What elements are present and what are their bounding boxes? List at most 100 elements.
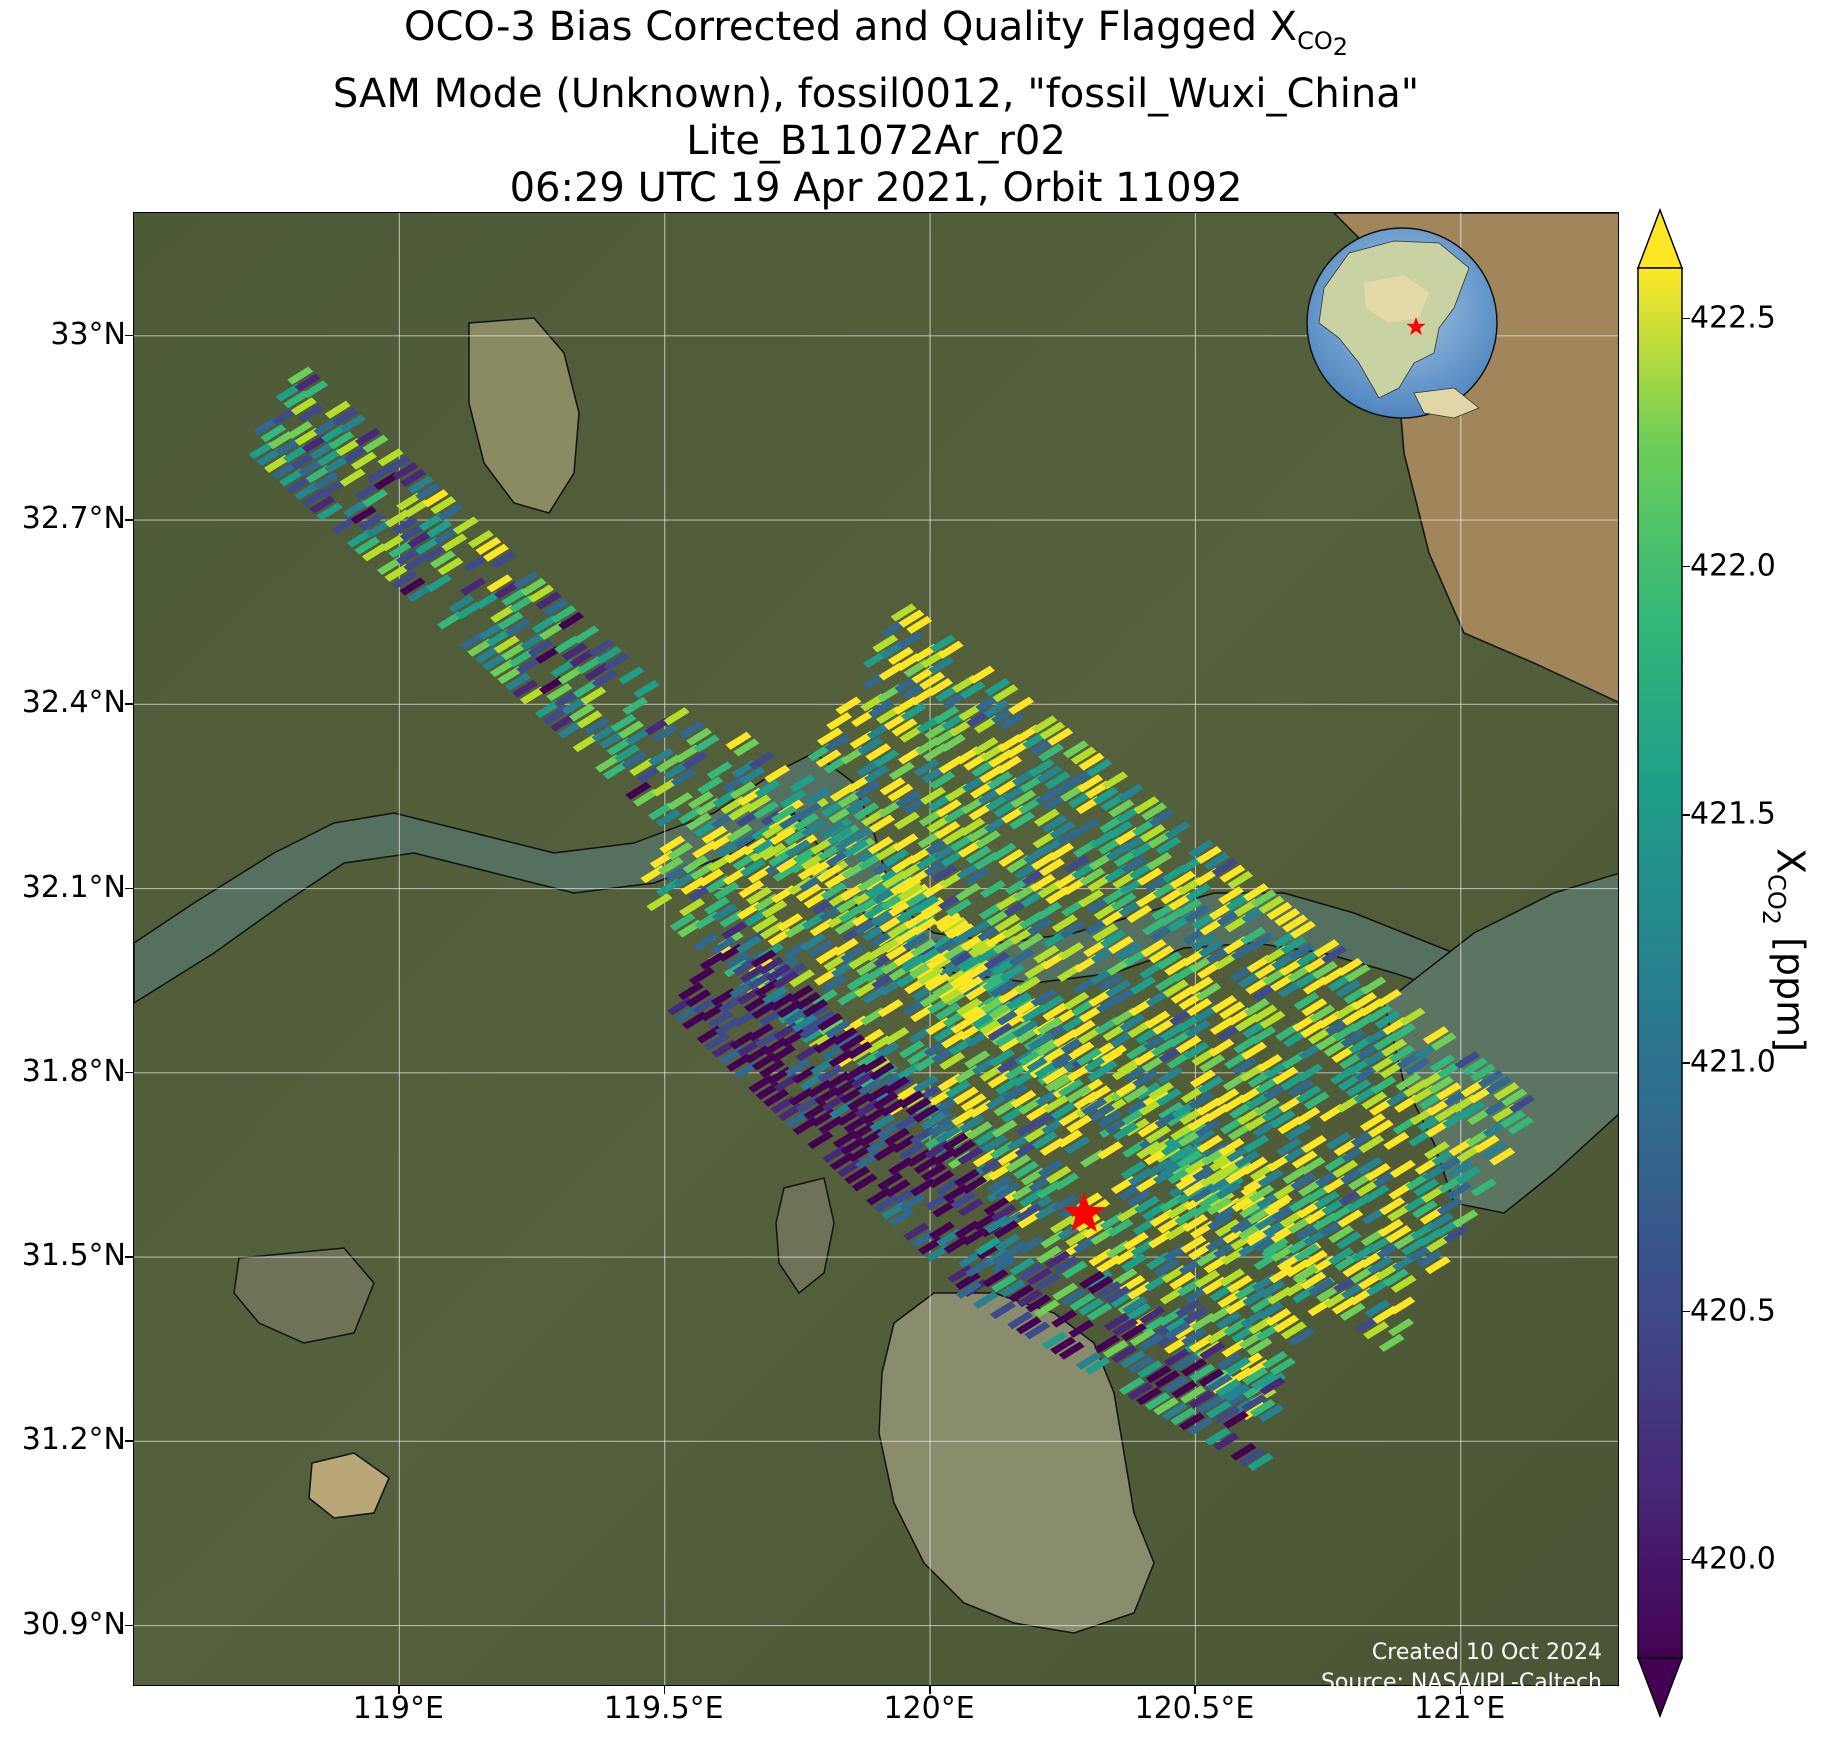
x-tick-mark	[663, 1686, 666, 1694]
sounding-mark	[1293, 1243, 1320, 1262]
sounding-mark	[807, 939, 834, 958]
sounding-mark	[994, 914, 1021, 933]
sounding-mark	[1110, 892, 1137, 911]
sounding-mark	[490, 550, 517, 569]
sounding-mark	[795, 802, 822, 821]
sounding-mark	[903, 1222, 930, 1241]
sounding-mark	[433, 526, 460, 545]
sounding-mark	[1010, 789, 1037, 808]
sounding-mark	[1053, 1255, 1080, 1274]
sounding-mark	[1138, 1333, 1165, 1352]
sounding-mark	[758, 956, 785, 975]
sounding-mark	[1145, 1365, 1172, 1384]
sounding-mark	[1345, 1079, 1372, 1098]
sounding-mark	[957, 1198, 984, 1217]
sounding-mark	[441, 533, 468, 552]
sounding-mark	[706, 761, 733, 780]
sounding-mark	[739, 766, 766, 785]
sounding-mark	[475, 591, 502, 610]
sounding-mark	[1139, 1306, 1166, 1325]
sounding-mark	[1176, 898, 1203, 917]
sounding-mark	[561, 642, 588, 661]
sounding-mark	[1050, 1101, 1077, 1120]
sounding-mark	[399, 523, 426, 542]
sounding-mark	[1058, 942, 1085, 961]
sounding-mark	[557, 720, 584, 739]
sounding-mark	[674, 744, 701, 763]
sounding-mark	[1007, 1311, 1034, 1330]
sounding-mark	[1012, 1160, 1039, 1179]
sounding-mark	[1070, 746, 1097, 765]
sounding-mark	[667, 842, 694, 861]
sounding-mark	[1379, 1197, 1406, 1216]
sounding-mark	[1383, 1131, 1410, 1150]
sounding-mark	[1382, 1268, 1409, 1287]
sounding-mark	[1208, 1190, 1235, 1209]
sounding-mark	[301, 434, 328, 453]
sounding-mark	[1051, 914, 1078, 933]
sounding-mark	[1176, 1150, 1203, 1169]
sounding-mark	[1454, 1051, 1481, 1070]
sounding-mark	[968, 665, 995, 684]
sounding-mark	[298, 458, 325, 477]
sounding-mark	[905, 1097, 932, 1116]
sounding-mark	[1015, 1316, 1042, 1335]
sounding-mark	[1086, 758, 1113, 777]
sounding-mark	[1184, 1019, 1211, 1038]
sounding-mark	[351, 451, 378, 470]
y-tick-label: 33°N	[50, 316, 126, 352]
sounding-mark	[1390, 1023, 1417, 1042]
sounding-mark	[1194, 1270, 1221, 1289]
sounding-mark	[1268, 1265, 1295, 1284]
sounding-mark	[528, 584, 555, 603]
sounding-mark	[784, 1058, 811, 1077]
sounding-mark	[1477, 1069, 1504, 1088]
sounding-mark	[625, 781, 652, 800]
sounding-mark	[1102, 1339, 1129, 1358]
sounding-mark	[271, 407, 298, 426]
sounding-mark	[994, 1182, 1021, 1201]
sounding-mark	[1148, 808, 1175, 827]
sounding-mark	[928, 1170, 955, 1189]
sounding-mark	[1064, 1136, 1091, 1155]
sounding-mark	[569, 649, 596, 668]
sounding-mark	[392, 516, 419, 535]
sounding-mark	[508, 649, 535, 668]
sounding-mark	[910, 938, 937, 957]
sounding-mark	[1182, 1306, 1209, 1325]
sounding-mark	[606, 737, 633, 756]
sounding-mark	[1038, 994, 1065, 1013]
sounding-mark	[957, 1146, 984, 1165]
sounding-mark	[897, 883, 924, 902]
sounding-mark	[610, 713, 637, 732]
colorbar-extend-max	[1636, 208, 1684, 269]
sounding-mark	[1370, 1075, 1397, 1094]
sounding-mark	[898, 1040, 925, 1059]
sounding-mark	[1144, 1010, 1171, 1029]
sounding-mark	[1031, 715, 1058, 734]
sounding-mark	[1300, 1271, 1327, 1290]
sounding-mark	[935, 1125, 962, 1144]
sounding-mark	[1140, 939, 1167, 958]
sounding-mark	[1044, 1250, 1071, 1269]
sounding-mark	[339, 468, 366, 487]
sounding-mark	[392, 462, 419, 481]
sounding-mark	[646, 893, 673, 912]
sounding-mark	[1337, 1209, 1364, 1228]
sounding-mark	[1169, 870, 1196, 889]
sounding-mark	[1335, 979, 1362, 998]
sounding-mark	[407, 475, 434, 494]
sounding-mark	[1127, 1382, 1154, 1401]
sounding-mark	[883, 848, 910, 867]
sounding-mark	[979, 879, 1006, 898]
sounding-mark	[789, 774, 816, 793]
y-tick-mark	[125, 1071, 133, 1074]
sounding-mark	[1250, 1372, 1277, 1391]
sounding-mark	[983, 699, 1010, 718]
sounding-mark	[991, 1119, 1018, 1138]
sounding-mark	[520, 632, 547, 651]
y-tick-label: 32.1°N	[21, 869, 126, 905]
sounding-mark	[1259, 1010, 1286, 1029]
sounding-mark	[1076, 1047, 1103, 1066]
sounding-mark	[959, 817, 986, 836]
